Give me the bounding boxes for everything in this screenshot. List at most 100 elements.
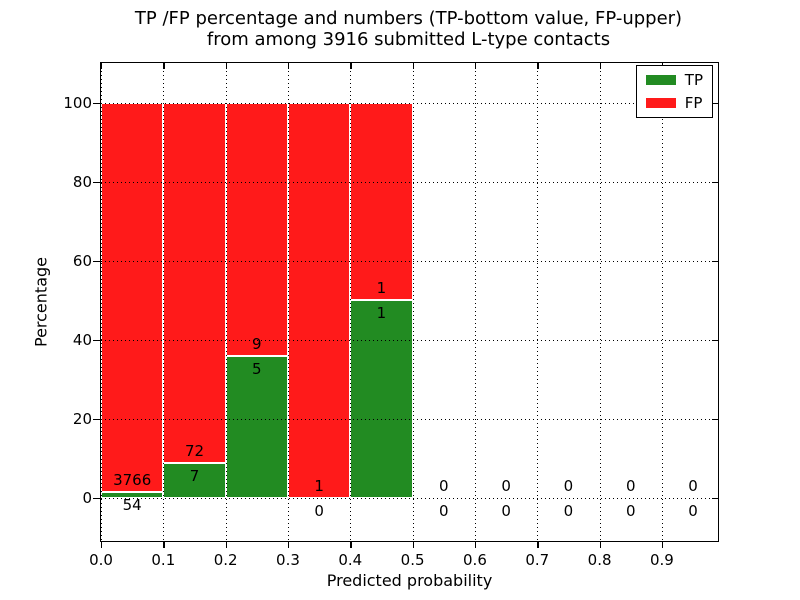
- y-tick-mark: [93, 181, 100, 183]
- gridline: [474, 63, 476, 541]
- fp-bar: [225, 102, 288, 357]
- top-tick-mark: [163, 63, 165, 69]
- fp-legend-swatch-icon: [645, 98, 676, 108]
- fp-count-label: 0: [625, 476, 636, 495]
- y-axis-label: Percentage: [31, 256, 51, 348]
- plot-area: Percentage Predicted probability TP FP 3…: [32, 62, 719, 590]
- y-tick-mark: [93, 418, 100, 420]
- top-tick-mark: [537, 63, 539, 69]
- fp-count-label: 1: [376, 279, 387, 298]
- gridline: [537, 63, 539, 541]
- x-tick-label: 0.2: [213, 551, 238, 569]
- gridline: [101, 497, 718, 499]
- tp-count-label: 0: [438, 501, 449, 520]
- y-tick-label: 100: [63, 93, 92, 112]
- gridline: [101, 418, 718, 420]
- right-tick-mark: [712, 418, 718, 420]
- right-tick-mark: [712, 181, 718, 183]
- y-tick-mark: [93, 102, 100, 104]
- gridline: [101, 102, 718, 104]
- legend-item-fp: FP: [645, 94, 703, 112]
- tp-legend-swatch-icon: [645, 75, 676, 85]
- fp-bar: [163, 102, 226, 463]
- top-tick-mark: [599, 63, 601, 69]
- chart-title: TP /FP percentage and numbers (TP-bottom…: [134, 8, 683, 50]
- tp-count-label: 5: [252, 360, 262, 379]
- x-tick-label: 0.5: [400, 551, 425, 569]
- x-tick-label: 0.7: [525, 551, 550, 569]
- top-tick-mark: [287, 63, 290, 69]
- gridline: [350, 63, 352, 541]
- gridline: [599, 63, 601, 541]
- y-tick-label: 20: [72, 409, 92, 428]
- x-tick-mark: [599, 541, 601, 548]
- y-tick-label: 0: [82, 488, 92, 507]
- top-tick-mark: [225, 63, 227, 69]
- tp-count-label: 0: [501, 501, 511, 520]
- top-tick-mark: [474, 63, 477, 69]
- fp-bar: [350, 102, 413, 301]
- gridline: [163, 63, 165, 541]
- tp-count-label: 0: [688, 501, 698, 520]
- x-tick-mark: [350, 541, 352, 548]
- y-tick-label: 80: [72, 172, 92, 191]
- gridline: [101, 339, 718, 341]
- x-tick-mark: [537, 541, 539, 548]
- x-tick-label: 0.9: [649, 551, 674, 569]
- gridline: [661, 63, 663, 541]
- x-tick-label: 0.6: [463, 551, 487, 569]
- x-tick-mark: [474, 541, 477, 548]
- fp-count-label: 9: [252, 335, 262, 354]
- fp-count-label: 0: [501, 476, 511, 495]
- fp-bar: [287, 102, 351, 498]
- gridline: [287, 63, 289, 541]
- x-axis-label: Predicted probability: [326, 571, 493, 590]
- x-tick-mark: [225, 541, 227, 548]
- x-tick-mark: [287, 541, 290, 548]
- tp-count-label: 7: [189, 466, 200, 485]
- tp-count-label: 0: [314, 501, 324, 520]
- gridline: [101, 63, 102, 541]
- gridline: [225, 63, 227, 541]
- x-tick-label: 0.0: [89, 551, 113, 569]
- x-tick-mark: [163, 541, 165, 548]
- tp-count-label: 0: [563, 501, 574, 520]
- fp-count-label: 1: [314, 476, 324, 495]
- tp-legend-label: TP: [684, 71, 703, 89]
- tp-count-label: 0: [625, 501, 636, 520]
- y-tick-mark: [93, 339, 100, 341]
- fp-count-label: 0: [688, 476, 698, 495]
- right-tick-mark: [712, 497, 718, 499]
- fp-count-label: 3766: [113, 470, 152, 489]
- right-tick-mark: [712, 102, 718, 104]
- right-tick-mark: [712, 260, 718, 262]
- tp-count-label: 1: [376, 304, 387, 323]
- x-tick-label: 0.1: [151, 551, 176, 569]
- legend: TP FP: [635, 65, 713, 118]
- x-tick-label: 0.4: [338, 551, 363, 569]
- fp-legend-label: FP: [684, 94, 703, 112]
- x-tick-mark: [661, 541, 664, 548]
- gridline: [412, 63, 414, 541]
- gridline: [101, 181, 718, 183]
- x-tick-mark: [412, 541, 414, 548]
- fp-count-label: 72: [184, 441, 205, 460]
- y-tick-mark: [93, 497, 100, 499]
- tp-bar: [163, 462, 226, 498]
- fp-bar: [101, 102, 164, 492]
- y-tick-label: 60: [72, 251, 92, 270]
- right-tick-mark: [712, 339, 718, 341]
- fp-count-label: 0: [438, 476, 449, 495]
- top-tick-mark: [412, 63, 414, 69]
- x-tick-label: 0.8: [587, 551, 612, 569]
- top-tick-mark: [101, 63, 103, 69]
- legend-item-tp: TP: [645, 71, 703, 89]
- x-tick-label: 0.3: [276, 551, 300, 569]
- y-tick-label: 40: [72, 330, 92, 349]
- fp-count-label: 0: [563, 476, 574, 495]
- x-tick-mark: [101, 541, 103, 548]
- tp-count-label: 54: [122, 495, 142, 514]
- tp-bar: [350, 300, 413, 498]
- gridline: [101, 260, 718, 262]
